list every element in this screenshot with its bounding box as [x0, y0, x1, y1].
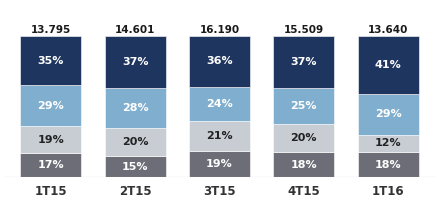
Text: 16.190: 16.190	[199, 25, 239, 35]
Text: 20%: 20%	[122, 137, 148, 147]
Text: 28%: 28%	[122, 103, 148, 113]
Bar	[21, 126, 81, 153]
Text: 29%: 29%	[374, 109, 401, 119]
Text: 15.509: 15.509	[283, 25, 323, 35]
Text: 36%: 36%	[206, 56, 232, 66]
Text: 24%: 24%	[206, 99, 232, 109]
Text: 19%: 19%	[206, 159, 232, 169]
Text: 29%: 29%	[37, 101, 64, 111]
Bar	[21, 85, 81, 126]
Text: 35%: 35%	[38, 56, 64, 66]
Text: 13.640: 13.640	[367, 25, 407, 35]
Bar	[21, 153, 81, 177]
Bar	[357, 94, 417, 135]
Text: 12%: 12%	[374, 139, 401, 149]
Text: 18%: 18%	[374, 160, 401, 170]
Bar	[105, 88, 165, 128]
Text: 37%: 37%	[290, 57, 316, 67]
Bar	[105, 36, 165, 88]
Text: 18%: 18%	[290, 160, 316, 170]
Bar	[105, 128, 165, 156]
Text: 15%: 15%	[122, 162, 148, 172]
Bar	[189, 36, 249, 87]
Bar	[273, 124, 333, 152]
Text: 17%: 17%	[37, 160, 64, 170]
Text: 41%: 41%	[374, 60, 401, 70]
Text: 14.601: 14.601	[115, 25, 155, 35]
Text: 37%: 37%	[122, 57, 148, 67]
Bar	[357, 152, 417, 177]
Text: 21%: 21%	[206, 131, 232, 141]
Text: 13.795: 13.795	[31, 25, 71, 35]
Text: 19%: 19%	[37, 135, 64, 145]
Bar	[105, 156, 165, 177]
Bar	[357, 135, 417, 152]
Bar	[273, 152, 333, 177]
Bar	[21, 36, 81, 85]
Bar	[189, 121, 249, 151]
Bar	[357, 36, 417, 94]
Bar	[189, 151, 249, 177]
Bar	[189, 87, 249, 121]
Text: 20%: 20%	[290, 133, 316, 143]
Bar	[273, 88, 333, 124]
Bar	[273, 36, 333, 88]
Text: 25%: 25%	[290, 101, 316, 111]
